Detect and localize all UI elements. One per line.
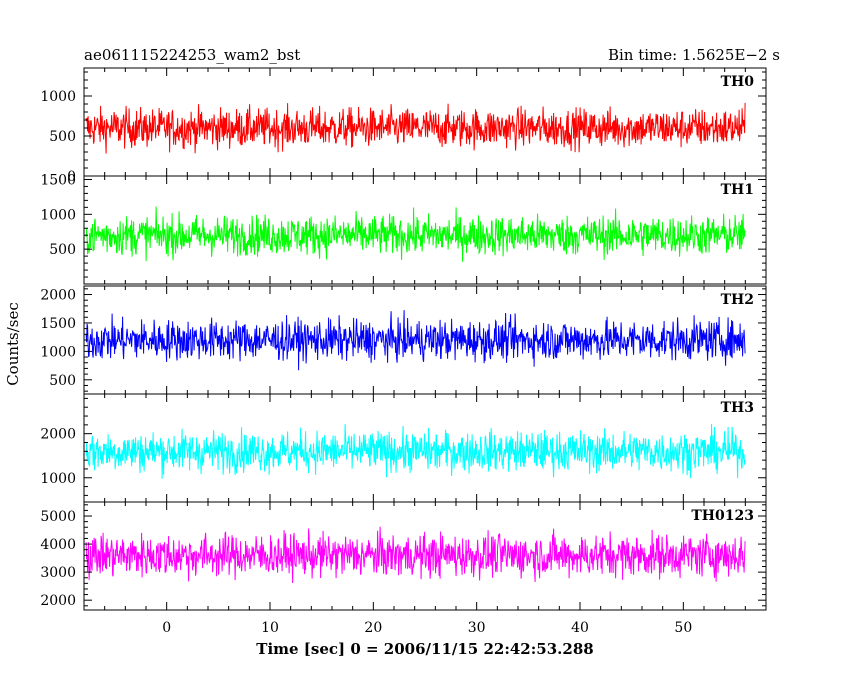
y-tick-label: 2000	[40, 288, 76, 304]
panel-label-th0: TH0	[721, 74, 755, 90]
chart-title: ae061115224253_wam2_bst	[84, 46, 300, 64]
x-tick-label: 30	[468, 620, 486, 636]
panel-label-th1: TH1	[721, 182, 754, 198]
panel-th1: 500 1000 1500 TH1	[40, 172, 767, 285]
x-tick-label: 10	[261, 620, 279, 636]
series-line-th0	[85, 102, 746, 154]
y-tick-label: 1000	[40, 207, 76, 223]
series-line-th0123	[85, 526, 746, 584]
panels-group: 05001000TH050010001500TH1500100015002000…	[40, 67, 767, 636]
y-tick-label: 2000	[40, 593, 76, 609]
series-line-th3	[85, 423, 746, 479]
y-tick-label: 1500	[40, 172, 76, 188]
bin-time-label: Bin time: 1.5625E−2 s	[608, 46, 780, 64]
x-tick-label: 20	[364, 620, 382, 636]
panel-label-th2: TH2	[721, 292, 754, 308]
panel-th2: 500 1000 1500 2000 TH2	[40, 285, 767, 395]
panel-th3: 1000 2000 TH3	[40, 393, 767, 503]
panel-frame	[83, 501, 767, 611]
y-tick-label: 1000	[40, 89, 76, 105]
y-tick-label: 500	[49, 242, 76, 258]
y-tick-label: 0	[67, 169, 76, 185]
y-tick-label: 3000	[40, 565, 76, 581]
y-tick-label: 1000	[40, 344, 76, 360]
y-tick-label: 1500	[40, 316, 76, 332]
series-line-th2	[85, 310, 746, 371]
x-tick-label: 40	[571, 620, 589, 636]
panel-frame	[83, 175, 767, 285]
panel-label-th3: TH3	[721, 400, 754, 416]
panel-label-th0123: TH0123	[691, 508, 754, 524]
panel-th0123: 2000 3000 4000 5000 TH0123	[40, 501, 767, 611]
panel-th0: 0 500 1000 TH0	[40, 67, 767, 185]
x-tick-label: 0	[162, 620, 171, 636]
y-tick-label: 4000	[40, 537, 76, 553]
x-tick-label: 50	[674, 620, 692, 636]
y-tick-label: 5000	[40, 509, 76, 525]
y-tick-label: 1000	[40, 471, 76, 487]
y-tick-label: 500	[49, 129, 76, 145]
series-line-th1	[85, 206, 746, 262]
y-tick-label: 2000	[40, 427, 76, 443]
y-tick-label: 500	[49, 373, 76, 389]
y-axis-label: Counts/sec	[4, 302, 22, 386]
x-axis-label: Time [sec] 0 = 2006/11/15 22:42:53.288	[256, 640, 593, 658]
